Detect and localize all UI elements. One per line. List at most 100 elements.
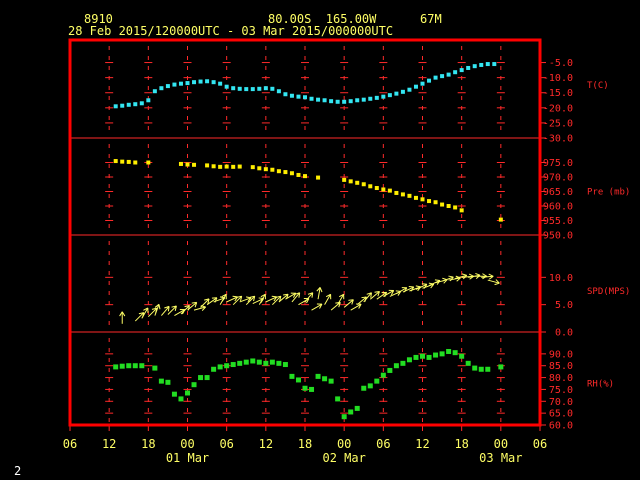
humidity-point (380, 372, 386, 378)
pressure-point (446, 204, 451, 208)
pressure-point (211, 164, 216, 169)
wind-arrow (200, 298, 210, 308)
humidity-point (374, 378, 380, 384)
temperature-point (224, 84, 229, 89)
temperature-point (205, 79, 210, 84)
x-tick-label: 18 (454, 437, 468, 451)
temperature-point (479, 62, 484, 67)
pressure-point (433, 200, 438, 205)
temperature-point (296, 94, 301, 99)
humidity-point (387, 367, 393, 373)
pressure-point (361, 182, 366, 187)
temperature-point (427, 78, 432, 83)
x-tick-label: 06 (376, 437, 390, 451)
x-date-label: 03 Mar (479, 451, 522, 465)
pressure-point (120, 159, 125, 164)
y-tick-label: 75.0 (549, 385, 573, 396)
pressure-point (263, 167, 268, 172)
wind-arrow (363, 292, 372, 303)
humidity-point (341, 414, 347, 420)
humidity-point (485, 366, 491, 372)
pressure-point (368, 184, 373, 189)
pressure-point (400, 192, 405, 197)
y-tick-label: -25.0 (543, 118, 573, 129)
y-tick-label: 90.0 (549, 349, 573, 360)
humidity-point (354, 405, 360, 411)
pressure-point (126, 159, 131, 164)
pressure-point (348, 179, 353, 184)
y-tick-label: 5.0 (555, 300, 573, 311)
humidity-point (211, 366, 217, 372)
temperature-point (446, 72, 451, 77)
temperature-point (270, 86, 275, 91)
temperature-point (250, 87, 255, 92)
wind-arrow (265, 295, 278, 303)
pressure-point (459, 208, 464, 213)
humidity-point (393, 363, 399, 369)
pressure-point (270, 167, 275, 172)
humidity-point (446, 348, 452, 354)
wind-axis-label: SPD(MPS) (587, 287, 630, 297)
humidity-point (348, 409, 354, 415)
pressure-point (453, 205, 458, 210)
humidity-point (282, 362, 288, 368)
humidity-point (243, 359, 249, 365)
temperature-point (231, 86, 236, 91)
temperature-point (322, 98, 327, 103)
temperature-point (126, 102, 131, 107)
temperature-point (374, 95, 379, 100)
humidity-point (256, 359, 262, 365)
humidity-point (498, 364, 504, 370)
humidity-point (309, 386, 315, 392)
temperature-point (276, 89, 281, 94)
humidity-point (178, 396, 184, 402)
temperature-point (361, 97, 366, 102)
temperature-point (283, 92, 288, 97)
temperature-point (407, 87, 412, 92)
temperature-point (472, 64, 477, 69)
station-location: 80.00S 165.00W (268, 12, 377, 26)
y-tick-label: -10.0 (543, 73, 573, 84)
humidity-point (406, 357, 412, 363)
temperature-point (185, 81, 190, 86)
temperature-point (394, 91, 399, 96)
pressure-point (407, 193, 412, 198)
temperature-point (152, 89, 157, 94)
y-tick-label: 65.0 (549, 409, 573, 420)
x-tick-label: 12 (102, 437, 116, 451)
temperature-point (335, 99, 340, 104)
temperature-point (316, 97, 321, 102)
humidity-point (113, 364, 119, 370)
series-layer (113, 62, 504, 420)
temperature-point (440, 74, 445, 79)
y-tick-label: 965.0 (543, 187, 573, 198)
x-date-label: 01 Mar (166, 451, 209, 465)
humidity-point (426, 354, 432, 360)
humidity-point (459, 353, 465, 359)
temperature-point (387, 93, 392, 98)
humidity-point (452, 350, 458, 356)
wind-arrow (383, 289, 395, 297)
temperature-point (466, 65, 471, 70)
humidity-point (198, 375, 204, 381)
y-tick-label: 960.0 (543, 202, 573, 213)
humidity-point (367, 383, 373, 389)
page-number: 2 (14, 464, 22, 478)
wind-arrow (141, 307, 149, 319)
y-axis-layer: -5.0 -10.0 -15.0 -20.0 -25.0 -30.0 T(C) 975.0 97… (540, 58, 630, 432)
pressure-point (276, 169, 281, 174)
humidity-point (322, 376, 328, 382)
humidity-point (420, 353, 425, 359)
wind-arrow (272, 295, 282, 306)
wind-arrow (481, 273, 494, 280)
y-tick-label: 975.0 (543, 158, 573, 169)
pressure-point (224, 164, 229, 169)
y-tick-label: 85.0 (549, 361, 573, 372)
pressure-point (250, 165, 255, 170)
wind-arrow (258, 293, 266, 305)
grid-layer (70, 46, 540, 423)
x-tick-label: 00 (180, 437, 194, 451)
x-tick-label: 18 (141, 437, 155, 451)
pressure-point (374, 186, 379, 191)
humidity-point (230, 362, 236, 368)
